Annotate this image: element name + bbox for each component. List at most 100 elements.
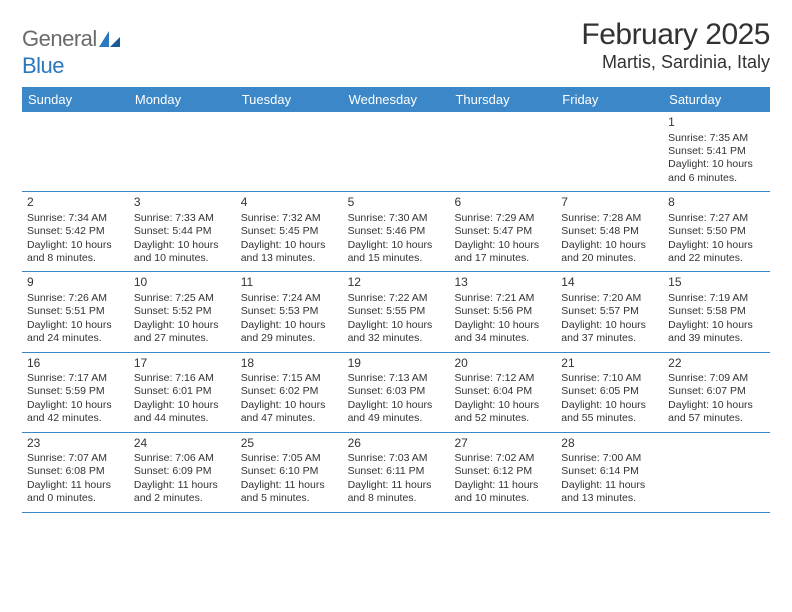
- day-cell: 24Sunrise: 7:06 AMSunset: 6:09 PMDayligh…: [129, 433, 236, 512]
- sunrise-text: Sunrise: 7:22 AM: [348, 292, 445, 305]
- sunset-text: Sunset: 6:02 PM: [241, 385, 338, 398]
- daylight-text: Daylight: 10 hours and 22 minutes.: [668, 239, 765, 266]
- day-number: 1: [668, 115, 765, 130]
- daylight-text: Daylight: 10 hours and 55 minutes.: [561, 399, 658, 426]
- daylight-text: Daylight: 10 hours and 44 minutes.: [134, 399, 231, 426]
- day-cell: 20Sunrise: 7:12 AMSunset: 6:04 PMDayligh…: [449, 353, 556, 432]
- sunrise-text: Sunrise: 7:16 AM: [134, 372, 231, 385]
- dayhead-mon: Monday: [129, 87, 236, 112]
- day-number: 15: [668, 275, 765, 290]
- day-cell: 3Sunrise: 7:33 AMSunset: 5:44 PMDaylight…: [129, 192, 236, 271]
- calendar-page: GeneralBlue February 2025 Martis, Sardin…: [0, 0, 792, 531]
- sunset-text: Sunset: 5:45 PM: [241, 225, 338, 238]
- daylight-text: Daylight: 10 hours and 42 minutes.: [27, 399, 124, 426]
- day-cell: 12Sunrise: 7:22 AMSunset: 5:55 PMDayligh…: [343, 272, 450, 351]
- sunrise-text: Sunrise: 7:12 AM: [454, 372, 551, 385]
- sunset-text: Sunset: 6:08 PM: [27, 465, 124, 478]
- daylight-text: Daylight: 10 hours and 15 minutes.: [348, 239, 445, 266]
- day-number: 21: [561, 356, 658, 371]
- dayhead-sat: Saturday: [663, 87, 770, 112]
- day-cell: 18Sunrise: 7:15 AMSunset: 6:02 PMDayligh…: [236, 353, 343, 432]
- day-number: 19: [348, 356, 445, 371]
- sunset-text: Sunset: 5:50 PM: [668, 225, 765, 238]
- day-number: 4: [241, 195, 338, 210]
- day-cell: 28Sunrise: 7:00 AMSunset: 6:14 PMDayligh…: [556, 433, 663, 512]
- daylight-text: Daylight: 11 hours and 2 minutes.: [134, 479, 231, 506]
- sunrise-text: Sunrise: 7:15 AM: [241, 372, 338, 385]
- sunset-text: Sunset: 6:03 PM: [348, 385, 445, 398]
- day-number: 20: [454, 356, 551, 371]
- dayhead-wed: Wednesday: [343, 87, 450, 112]
- sunset-text: Sunset: 5:46 PM: [348, 225, 445, 238]
- sunrise-text: Sunrise: 7:35 AM: [668, 132, 765, 145]
- dayhead-tue: Tuesday: [236, 87, 343, 112]
- day-cell: 14Sunrise: 7:20 AMSunset: 5:57 PMDayligh…: [556, 272, 663, 351]
- day-number: 26: [348, 436, 445, 451]
- day-cell: [22, 112, 129, 191]
- daylight-text: Daylight: 10 hours and 29 minutes.: [241, 319, 338, 346]
- daylight-text: Daylight: 10 hours and 8 minutes.: [27, 239, 124, 266]
- sunrise-text: Sunrise: 7:17 AM: [27, 372, 124, 385]
- day-cell: [129, 112, 236, 191]
- daylight-text: Daylight: 10 hours and 20 minutes.: [561, 239, 658, 266]
- day-cell: [449, 112, 556, 191]
- week-row: 1Sunrise: 7:35 AMSunset: 5:41 PMDaylight…: [22, 112, 770, 192]
- sunset-text: Sunset: 5:57 PM: [561, 305, 658, 318]
- day-number: 27: [454, 436, 551, 451]
- sunset-text: Sunset: 6:09 PM: [134, 465, 231, 478]
- month-title: February 2025: [581, 18, 770, 52]
- day-cell: [556, 112, 663, 191]
- sunset-text: Sunset: 5:48 PM: [561, 225, 658, 238]
- day-number: 2: [27, 195, 124, 210]
- daylight-text: Daylight: 10 hours and 6 minutes.: [668, 158, 765, 185]
- daylight-text: Daylight: 10 hours and 47 minutes.: [241, 399, 338, 426]
- day-number: 14: [561, 275, 658, 290]
- day-cell: 15Sunrise: 7:19 AMSunset: 5:58 PMDayligh…: [663, 272, 770, 351]
- sunset-text: Sunset: 6:05 PM: [561, 385, 658, 398]
- day-cell: 23Sunrise: 7:07 AMSunset: 6:08 PMDayligh…: [22, 433, 129, 512]
- brand-logo: GeneralBlue: [22, 18, 121, 79]
- sunset-text: Sunset: 6:12 PM: [454, 465, 551, 478]
- week-row: 2Sunrise: 7:34 AMSunset: 5:42 PMDaylight…: [22, 192, 770, 272]
- sunset-text: Sunset: 5:58 PM: [668, 305, 765, 318]
- sunrise-text: Sunrise: 7:34 AM: [27, 212, 124, 225]
- day-cell: 17Sunrise: 7:16 AMSunset: 6:01 PMDayligh…: [129, 353, 236, 432]
- sunrise-text: Sunrise: 7:06 AM: [134, 452, 231, 465]
- day-number: 17: [134, 356, 231, 371]
- sunset-text: Sunset: 6:07 PM: [668, 385, 765, 398]
- dayhead-thu: Thursday: [449, 87, 556, 112]
- day-cell: 8Sunrise: 7:27 AMSunset: 5:50 PMDaylight…: [663, 192, 770, 271]
- sunrise-text: Sunrise: 7:00 AM: [561, 452, 658, 465]
- day-number: 28: [561, 436, 658, 451]
- sunrise-text: Sunrise: 7:02 AM: [454, 452, 551, 465]
- sunset-text: Sunset: 5:53 PM: [241, 305, 338, 318]
- sunrise-text: Sunrise: 7:13 AM: [348, 372, 445, 385]
- day-cell: 6Sunrise: 7:29 AMSunset: 5:47 PMDaylight…: [449, 192, 556, 271]
- day-number: 23: [27, 436, 124, 451]
- week-row: 16Sunrise: 7:17 AMSunset: 5:59 PMDayligh…: [22, 353, 770, 433]
- sunrise-text: Sunrise: 7:05 AM: [241, 452, 338, 465]
- sunset-text: Sunset: 5:55 PM: [348, 305, 445, 318]
- daylight-text: Daylight: 10 hours and 52 minutes.: [454, 399, 551, 426]
- daylight-text: Daylight: 10 hours and 27 minutes.: [134, 319, 231, 346]
- day-cell: 13Sunrise: 7:21 AMSunset: 5:56 PMDayligh…: [449, 272, 556, 351]
- sunrise-text: Sunrise: 7:30 AM: [348, 212, 445, 225]
- day-cell: 26Sunrise: 7:03 AMSunset: 6:11 PMDayligh…: [343, 433, 450, 512]
- daylight-text: Daylight: 10 hours and 57 minutes.: [668, 399, 765, 426]
- sunset-text: Sunset: 5:47 PM: [454, 225, 551, 238]
- daylight-text: Daylight: 10 hours and 34 minutes.: [454, 319, 551, 346]
- day-number: 12: [348, 275, 445, 290]
- sunrise-text: Sunrise: 7:24 AM: [241, 292, 338, 305]
- week-row: 9Sunrise: 7:26 AMSunset: 5:51 PMDaylight…: [22, 272, 770, 352]
- sunrise-text: Sunrise: 7:25 AM: [134, 292, 231, 305]
- day-number: 24: [134, 436, 231, 451]
- header: GeneralBlue February 2025 Martis, Sardin…: [22, 18, 770, 79]
- dayhead-sun: Sunday: [22, 87, 129, 112]
- daylight-text: Daylight: 11 hours and 0 minutes.: [27, 479, 124, 506]
- dayhead-fri: Friday: [556, 87, 663, 112]
- day-number: 9: [27, 275, 124, 290]
- daylight-text: Daylight: 10 hours and 13 minutes.: [241, 239, 338, 266]
- sunrise-text: Sunrise: 7:19 AM: [668, 292, 765, 305]
- sunset-text: Sunset: 5:59 PM: [27, 385, 124, 398]
- day-number: 22: [668, 356, 765, 371]
